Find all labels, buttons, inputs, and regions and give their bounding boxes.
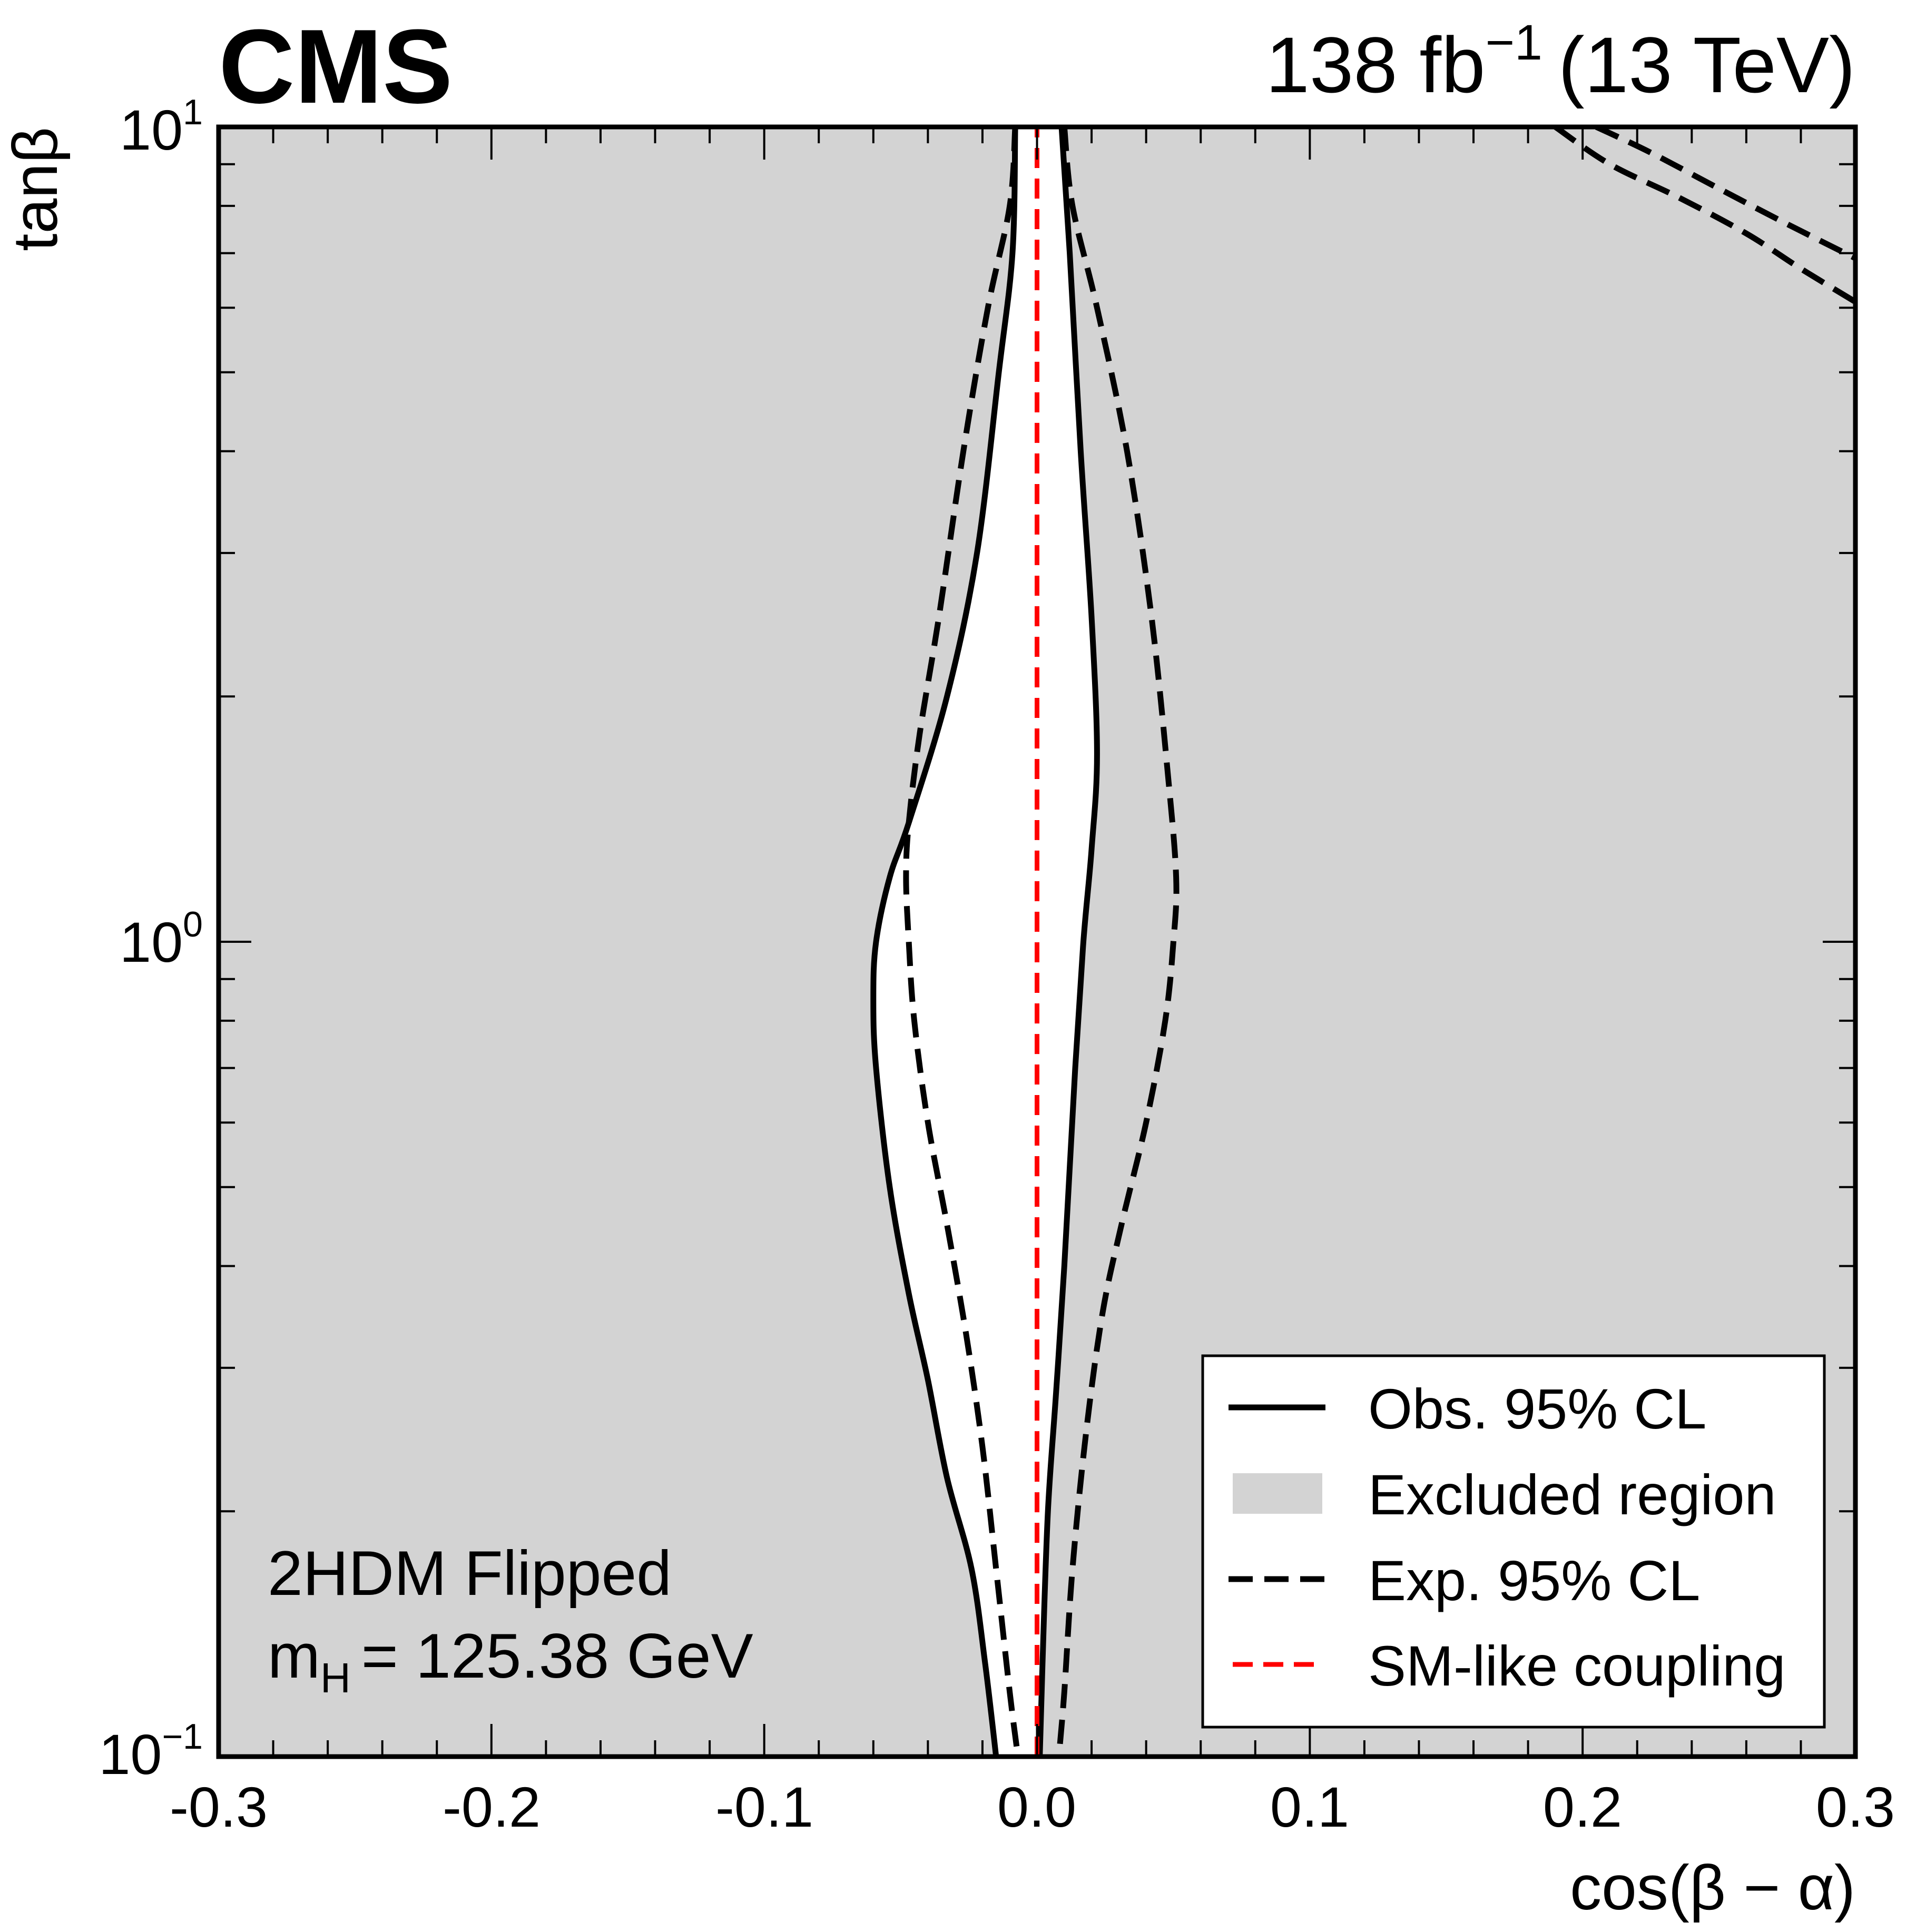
- series-obs-95-cl-left: [870, 127, 1018, 1757]
- lumi-exponent: −1: [1485, 15, 1542, 71]
- x-tick-label: -0.2: [443, 1775, 541, 1839]
- y-tick-label: 10−1: [99, 1717, 203, 1786]
- legend-label: Excluded region: [1368, 1463, 1776, 1526]
- x-tick-labels: -0.3 -0.2 -0.1 0.0 0.1 0.2 0.3: [170, 1775, 1895, 1839]
- model-label: 2HDM Flipped: [268, 1538, 672, 1609]
- y-tick-label: 101: [120, 92, 203, 162]
- experiment-label: CMS: [219, 8, 453, 125]
- y-tick-labels: 10−1 100 101: [99, 92, 203, 1786]
- x-axis-title: cos(β − α): [1570, 1852, 1855, 1923]
- allowed-region: [873, 127, 1097, 1757]
- legend: Obs. 95% CL Excluded region Exp. 95% CL …: [1201, 1354, 1826, 1729]
- lumi-label: 138 fb−1 (13 TeV): [1265, 15, 1855, 109]
- plot-frame: [216, 124, 1858, 1759]
- x-tick-label: -0.3: [170, 1775, 268, 1839]
- legend-label: Exp. 95% CL: [1368, 1549, 1700, 1612]
- legend-label: Obs. 95% CL: [1368, 1377, 1706, 1441]
- mass-label: mH = 125.38 GeV: [268, 1621, 753, 1701]
- lumi-energy: (13 TeV): [1558, 21, 1855, 109]
- x-tick-label: 0.2: [1543, 1775, 1622, 1839]
- x-tick-label: 0.0: [997, 1775, 1076, 1839]
- lumi-value: 138 fb: [1265, 21, 1485, 109]
- x-tick-label: 0.3: [1816, 1775, 1895, 1839]
- series-exp-95-cl-upper-inner: [1595, 127, 1855, 261]
- series-exp-95-cl-left: [903, 127, 1021, 1757]
- series-obs-95-cl-right: [1037, 127, 1100, 1757]
- y-tick-label: 100: [120, 904, 203, 974]
- legend-swatch-excluded: [1233, 1473, 1322, 1514]
- legend-label: SM-like coupling: [1368, 1634, 1785, 1698]
- y-axis-title: tanβ: [0, 127, 71, 251]
- series-exp-95-cl-upper-outer: [1554, 127, 1855, 304]
- series-exp-95-cl-right: [1056, 127, 1180, 1757]
- x-tick-label: 0.1: [1270, 1775, 1349, 1839]
- plot-area: [216, 124, 1858, 1759]
- x-tick-label: -0.1: [715, 1775, 813, 1839]
- series-layer: [870, 127, 1855, 1757]
